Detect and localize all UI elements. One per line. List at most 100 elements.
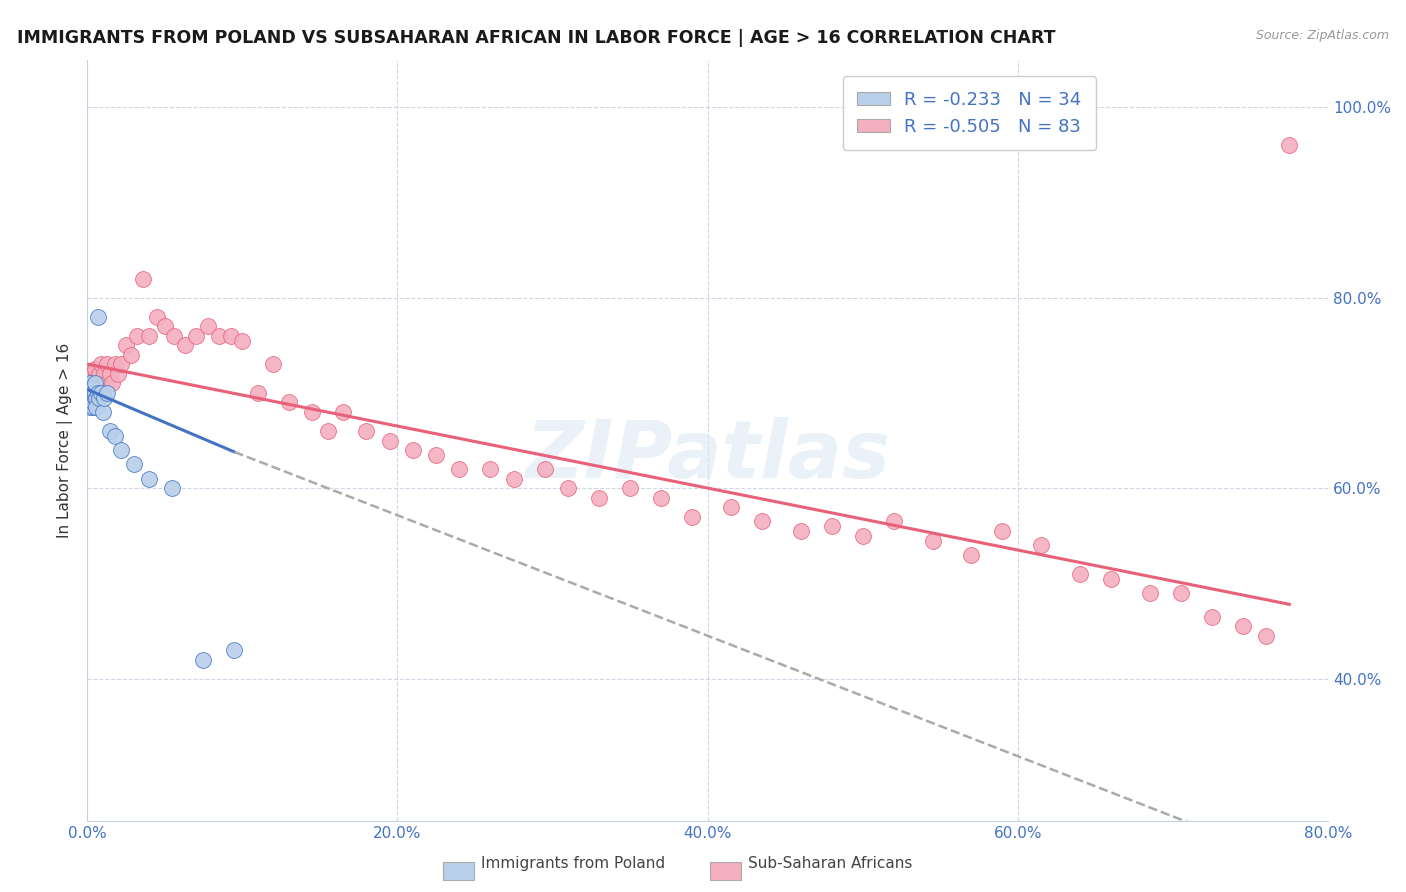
- Point: [132, 271, 155, 285]
- Point: [720, 500, 742, 515]
- Point: [79, 401, 101, 415]
- Point: [98, 424, 121, 438]
- Point: [80, 391, 103, 405]
- Point: [502, 472, 524, 486]
- Point: [246, 385, 269, 400]
- Point: [77, 385, 100, 400]
- Point: [921, 533, 943, 548]
- Point: [83, 385, 105, 400]
- Point: [262, 357, 284, 371]
- Point: [79, 371, 101, 385]
- Point: [87, 371, 110, 385]
- Point: [104, 357, 127, 371]
- Point: [82, 391, 104, 405]
- Point: [138, 472, 160, 486]
- Point: [79, 391, 101, 405]
- Point: [1232, 619, 1254, 633]
- Point: [80, 385, 103, 400]
- Point: [83, 371, 105, 385]
- Point: [86, 376, 108, 391]
- Point: [101, 376, 124, 391]
- Point: [1139, 586, 1161, 600]
- Point: [80, 385, 103, 400]
- Point: [86, 385, 108, 400]
- Point: [83, 362, 105, 376]
- Point: [1069, 566, 1091, 581]
- Point: [1099, 572, 1122, 586]
- Point: [96, 385, 118, 400]
- Point: [104, 429, 127, 443]
- Point: [110, 443, 132, 458]
- Point: [79, 391, 101, 405]
- Point: [1029, 538, 1052, 552]
- Point: [77, 385, 100, 400]
- Point: [1170, 586, 1192, 600]
- Point: [90, 357, 112, 371]
- Point: [122, 458, 145, 472]
- Point: [79, 381, 101, 395]
- Point: [479, 462, 502, 476]
- Point: [87, 310, 110, 324]
- Point: [79, 385, 101, 400]
- Point: [332, 405, 354, 419]
- Point: [197, 319, 219, 334]
- Point: [533, 462, 555, 476]
- Point: [83, 391, 105, 405]
- Point: [96, 357, 118, 371]
- Point: [789, 524, 811, 538]
- Point: [82, 367, 104, 381]
- Point: [115, 338, 138, 352]
- Point: [316, 424, 339, 438]
- Point: [93, 391, 115, 405]
- Point: [125, 328, 148, 343]
- Point: [619, 481, 641, 495]
- Point: [208, 328, 231, 343]
- Y-axis label: In Labor Force | Age > 16: In Labor Force | Age > 16: [58, 343, 73, 538]
- Point: [1201, 609, 1223, 624]
- Point: [449, 462, 471, 476]
- Point: [883, 515, 905, 529]
- Point: [87, 385, 110, 400]
- Point: [110, 357, 132, 371]
- Point: [378, 434, 401, 448]
- Point: [277, 395, 299, 409]
- Point: [86, 401, 108, 415]
- Point: [82, 376, 104, 391]
- Point: [221, 328, 243, 343]
- Point: [163, 328, 186, 343]
- Point: [120, 348, 142, 362]
- Point: [425, 448, 447, 462]
- Point: [402, 443, 425, 458]
- Point: [87, 381, 110, 395]
- Point: [83, 385, 105, 400]
- Text: IMMIGRANTS FROM POLAND VS SUBSAHARAN AFRICAN IN LABOR FORCE | AGE > 16 CORRELATI: IMMIGRANTS FROM POLAND VS SUBSAHARAN AFR…: [17, 29, 1056, 46]
- Point: [153, 319, 176, 334]
- Point: [173, 338, 195, 352]
- Legend: R = -0.233   N = 34, R = -0.505   N = 83: R = -0.233 N = 34, R = -0.505 N = 83: [842, 76, 1095, 150]
- Point: [93, 367, 115, 381]
- Text: Immigrants from Poland: Immigrants from Poland: [481, 855, 665, 871]
- Point: [681, 509, 703, 524]
- Point: [82, 401, 104, 415]
- Point: [138, 328, 160, 343]
- Point: [193, 652, 215, 666]
- Point: [224, 643, 246, 657]
- Point: [991, 524, 1014, 538]
- Point: [82, 395, 104, 409]
- Point: [89, 391, 111, 405]
- Point: [231, 334, 253, 348]
- Point: [80, 381, 103, 395]
- Point: [89, 367, 111, 381]
- Point: [301, 405, 323, 419]
- Point: [94, 376, 117, 391]
- Point: [79, 367, 101, 381]
- Point: [82, 391, 104, 405]
- Point: [90, 376, 112, 391]
- Point: [77, 391, 100, 405]
- Point: [91, 385, 114, 400]
- Text: Source: ZipAtlas.com: Source: ZipAtlas.com: [1256, 29, 1389, 42]
- Point: [146, 310, 169, 324]
- Point: [852, 529, 875, 543]
- Point: [557, 481, 579, 495]
- Point: [751, 515, 773, 529]
